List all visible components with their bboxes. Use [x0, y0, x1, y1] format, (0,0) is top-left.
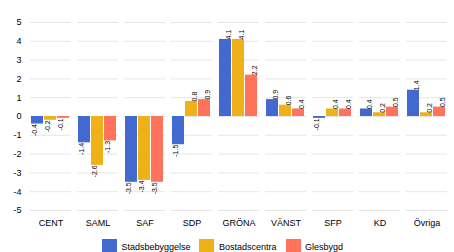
- svg-text:-0.1: -0.1: [313, 118, 320, 130]
- svg-text:-0.2: -0.2: [44, 120, 51, 132]
- svg-text:5: 5: [16, 17, 21, 27]
- svg-text:SAML: SAML: [86, 218, 111, 228]
- svg-text:GRÖNA: GRÖNA: [222, 218, 255, 228]
- svg-text:-2: -2: [13, 149, 21, 159]
- svg-text:SDP: SDP: [183, 218, 202, 228]
- svg-text:0.2: 0.2: [379, 103, 386, 113]
- svg-text:-2.6: -2.6: [91, 165, 98, 177]
- svg-text:VÄNST: VÄNST: [271, 218, 302, 228]
- svg-text:-1: -1: [13, 130, 21, 140]
- svg-text:4.1: 4.1: [225, 30, 232, 40]
- svg-text:0.5: 0.5: [392, 97, 399, 107]
- svg-text:-3.4: -3.4: [138, 180, 145, 192]
- svg-text:2: 2: [16, 74, 21, 84]
- svg-text:-0.1: -0.1: [57, 118, 64, 130]
- svg-text:1: 1: [16, 93, 21, 103]
- svg-text:SFP: SFP: [324, 218, 342, 228]
- svg-text:-3.5: -3.5: [151, 182, 158, 194]
- svg-text:-0.4: -0.4: [31, 124, 38, 136]
- svg-text:0.2: 0.2: [426, 103, 433, 113]
- svg-text:-1.5: -1.5: [172, 145, 179, 157]
- svg-text:0.9: 0.9: [204, 90, 211, 100]
- svg-text:0.5: 0.5: [439, 97, 446, 107]
- svg-text:0.4: 0.4: [298, 99, 305, 109]
- svg-text:4.1: 4.1: [238, 30, 245, 40]
- svg-text:0.4: 0.4: [332, 99, 339, 109]
- svg-text:-3: -3: [13, 168, 21, 178]
- svg-text:1.4: 1.4: [413, 80, 420, 90]
- svg-text:-1.4: -1.4: [78, 143, 85, 155]
- html-text:Stadsbebyggelse: Stadsbebyggelse: [121, 241, 191, 252]
- svg-text:SAF: SAF: [136, 218, 154, 228]
- svg-text:CENT: CENT: [39, 218, 64, 228]
- svg-text:2.2: 2.2: [251, 65, 258, 75]
- svg-text:0.4: 0.4: [366, 99, 373, 109]
- svg-text:Övriga: Övriga: [414, 218, 441, 228]
- svg-text:0.9: 0.9: [272, 90, 279, 100]
- svg-text:0: 0: [16, 111, 21, 121]
- html-text:Glesbygd: Glesbygd: [305, 241, 344, 252]
- svg-text:3: 3: [16, 55, 21, 65]
- html-text:Bostadscentra: Bostadscentra: [219, 241, 277, 252]
- svg-text:-1.3: -1.3: [104, 141, 111, 153]
- svg-text:4: 4: [16, 36, 21, 46]
- svg-text:KD: KD: [374, 218, 387, 228]
- svg-text:0.8: 0.8: [191, 92, 198, 102]
- svg-text:0.6: 0.6: [285, 95, 292, 105]
- svg-text:-5: -5: [13, 205, 21, 215]
- svg-text:-3.5: -3.5: [125, 182, 132, 194]
- svg-text:-4: -4: [13, 187, 21, 197]
- svg-text:0.4: 0.4: [345, 99, 352, 109]
